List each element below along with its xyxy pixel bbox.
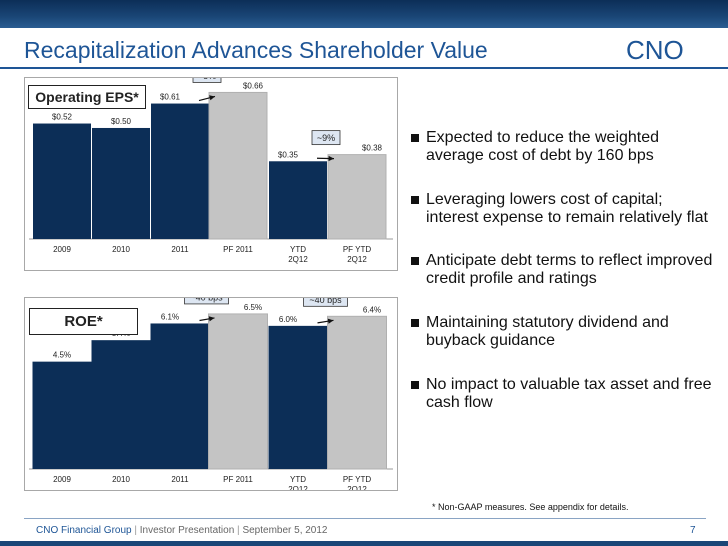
bullet-text: Leveraging lowers cost of capital; inter… [426, 191, 708, 226]
bullet-list: Expected to reduce the weighted average … [411, 125, 716, 412]
operating-eps-chart: $0.52 $0.50 $0.61 $0.66 $0.35 $0.38 2009 2010 20… [24, 77, 398, 271]
bottom-banner [0, 541, 728, 546]
x-tick-label: 2010 [112, 245, 130, 254]
bullet-text: No impact to valuable tax asset and free… [426, 376, 712, 411]
page-number: 7 [690, 525, 696, 536]
growth-callout-box [311, 130, 341, 146]
x-tick-label: YTD [290, 475, 306, 484]
x-tick-label: PF 2011 [223, 475, 253, 484]
bar [327, 315, 387, 470]
x-tick-label: 2Q12 [288, 255, 308, 264]
arrowhead-icon [328, 155, 334, 162]
roe-label: ROE* [29, 308, 138, 335]
cno-logo: CNO [626, 35, 684, 65]
arrowhead-icon [327, 318, 334, 324]
bar-value-label: $0.66 [243, 81, 264, 90]
x-tick-label: 2010 [112, 475, 130, 484]
bar-value-label: 6.4% [363, 305, 381, 314]
bullet-item: No impact to valuable tax asset and free… [411, 376, 716, 412]
bar-value-label: 6.0% [279, 315, 297, 324]
bar [327, 154, 387, 240]
bar-value-label: 6.1% [161, 312, 179, 321]
growth-callout-box [303, 298, 348, 307]
bar [269, 161, 327, 239]
arrowhead-icon [209, 95, 215, 101]
bar [208, 313, 268, 470]
bar-value-label: $0.61 [160, 93, 181, 102]
x-tick-label: 2Q12 [288, 485, 308, 490]
bar [92, 127, 150, 239]
bar-value-label: $0.38 [362, 144, 383, 153]
bullet-item: Maintaining statutory dividend and buyba… [411, 314, 716, 350]
slide-title: Recapitalization Advances Shareholder Va… [24, 37, 488, 63]
title-rule [0, 67, 728, 69]
footer-separator: | [237, 525, 240, 536]
growth-callout-label: ~40 bps [190, 298, 223, 302]
x-tick-label: 2009 [53, 475, 71, 484]
footer-company: CNO Financial Group [36, 525, 132, 536]
square-bullet-icon [411, 196, 419, 204]
bar [151, 103, 209, 239]
operating-eps-label: Operating EPS* [28, 85, 146, 109]
bullet-text: Maintaining statutory dividend and buyba… [426, 314, 669, 349]
growth-callout-label: ~9% [317, 133, 335, 143]
growth-callout-label: ~8% [198, 78, 216, 81]
operating-eps-chart-svg: $0.52 $0.50 $0.61 $0.66 $0.35 $0.38 2009 2010 20… [29, 78, 393, 264]
bullet-item: Anticipate debt terms to reflect improve… [411, 252, 716, 288]
bullet-item: Leveraging lowers cost of capital; inter… [411, 191, 716, 227]
x-tick-label: PF YTD [343, 245, 372, 254]
bar-value-label: $0.50 [111, 117, 132, 126]
x-tick-label: 2Q12 [347, 255, 367, 264]
footer-presentation: Investor Presentation [139, 525, 235, 536]
square-bullet-icon [411, 257, 419, 265]
bar-value-label: $0.52 [52, 113, 73, 122]
bar [268, 325, 328, 469]
growth-callout-box [184, 298, 229, 305]
footnote: * Non-GAAP measures. See appendix for de… [432, 502, 629, 512]
x-tick-label: 2011 [171, 475, 189, 484]
x-tick-label: 2011 [171, 245, 189, 254]
bullet-item: Expected to reduce the weighted average … [411, 129, 716, 165]
footer-date: September 5, 2012 [242, 525, 328, 536]
bar-value-label: $0.35 [278, 150, 299, 159]
bullet-text: Anticipate debt terms to reflect improve… [426, 252, 713, 287]
bullet-text: Expected to reduce the weighted average … [426, 129, 660, 164]
bar-value-label: 6.5% [244, 303, 262, 312]
x-tick-label: PF YTD [343, 475, 372, 484]
square-bullet-icon [411, 134, 419, 142]
x-tick-label: 2009 [53, 245, 71, 254]
x-tick-label: PF 2011 [223, 245, 253, 254]
top-banner [0, 0, 728, 28]
arrowhead-icon [208, 316, 215, 322]
square-bullet-icon [411, 319, 419, 327]
bar [33, 123, 91, 239]
bar [91, 340, 151, 469]
growth-callout-label: ~40 bps [309, 298, 342, 305]
square-bullet-icon [411, 381, 419, 389]
x-tick-label: 2Q12 [347, 485, 367, 490]
growth-callout-box [192, 78, 222, 83]
footer-rule [24, 518, 706, 519]
x-tick-label: YTD [290, 245, 306, 254]
bar [32, 361, 92, 469]
footer: CNO Financial Group | Investor Presentat… [36, 525, 328, 536]
bar [150, 323, 210, 469]
bar [208, 91, 268, 240]
footer-separator: | [134, 525, 137, 536]
bar-value-label: 4.5% [53, 351, 71, 360]
